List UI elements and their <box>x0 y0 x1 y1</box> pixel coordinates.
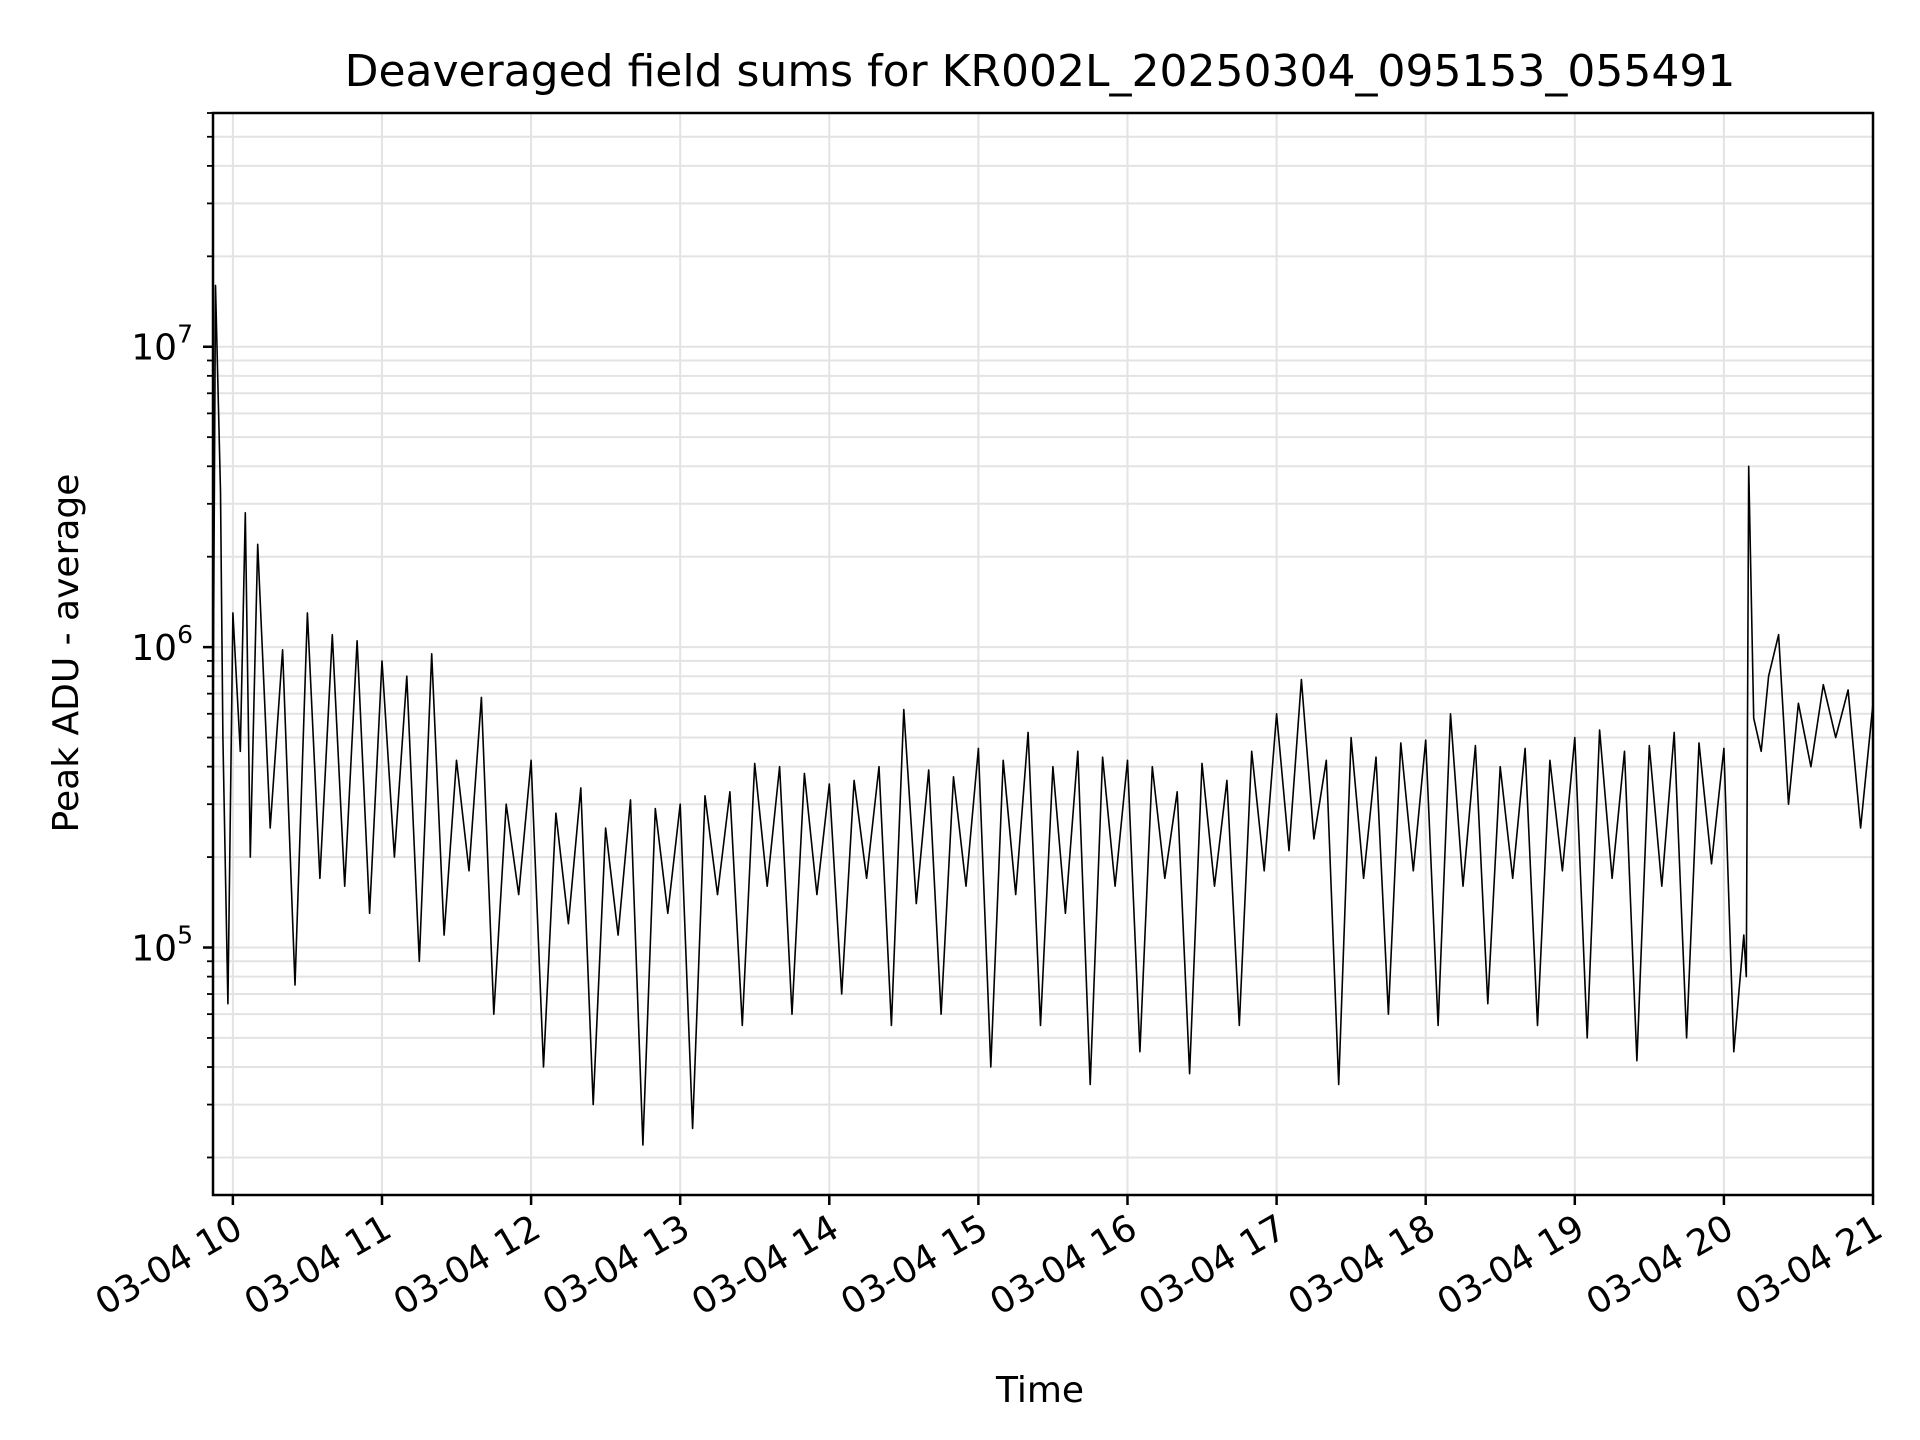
chart-title: Deaveraged field sums for KR002L_2025030… <box>345 46 1736 97</box>
y-tick-label: 105 <box>131 921 193 970</box>
series-line <box>212 284 1874 1146</box>
y-axis-label: Peak ADU - average <box>46 474 87 833</box>
y-tick-label: 107 <box>131 320 193 369</box>
x-axis-label: Time <box>995 1370 1084 1411</box>
y-tick-label: 106 <box>131 620 193 669</box>
plot-frame <box>211 111 1875 1197</box>
y-axis: 105 106 107 <box>131 112 213 1159</box>
plot-area <box>212 284 1874 1146</box>
